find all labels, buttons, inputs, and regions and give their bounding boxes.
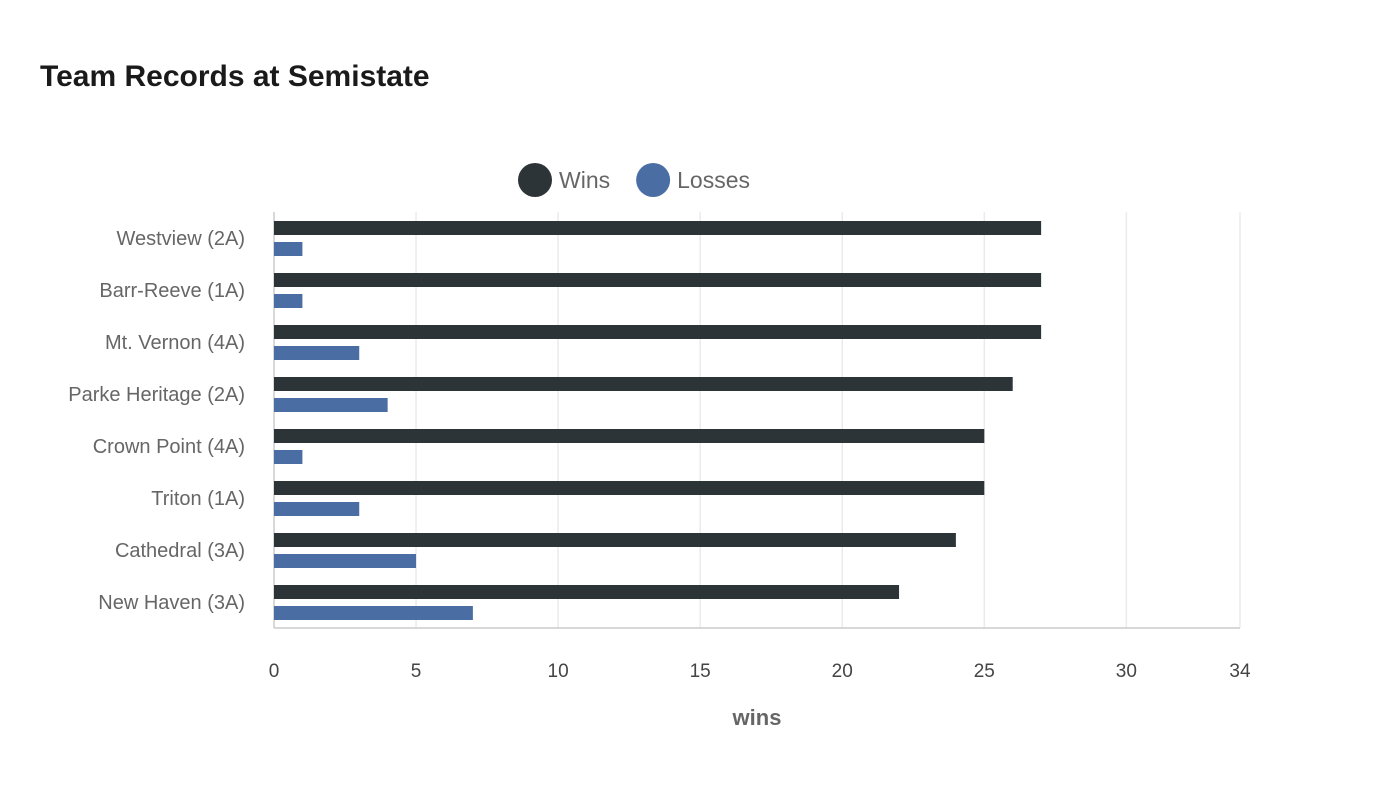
legend-label-wins: Wins [559, 167, 610, 193]
bar-losses [274, 606, 473, 620]
bar-losses [274, 554, 417, 568]
chart-title: Team Records at Semistate [40, 60, 430, 93]
legend-label-losses: Losses [677, 167, 750, 193]
x-tick-label: 5 [411, 661, 422, 682]
category-label: Barr-Reeve (1A) [99, 280, 245, 302]
category-label: New Haven (3A) [98, 592, 245, 614]
x-tick-label: 34 [1229, 661, 1251, 682]
bar-wins [274, 533, 956, 547]
bar-wins [274, 221, 1042, 235]
bar-losses [274, 242, 303, 256]
x-tick-label: 10 [548, 661, 569, 682]
category-label: Cathedral (3A) [115, 540, 245, 562]
category-label: Parke Heritage (2A) [68, 384, 245, 406]
bar-wins [274, 377, 1013, 391]
x-tick-label: 15 [690, 661, 711, 682]
bar-losses [274, 398, 388, 412]
category-label: Triton (1A) [151, 488, 245, 510]
x-tick-label: 30 [1116, 661, 1137, 682]
bar-losses [274, 294, 303, 308]
bar-wins [274, 325, 1042, 339]
category-label: Mt. Vernon (4A) [105, 332, 245, 354]
bar-wins [274, 429, 985, 443]
category-label: Crown Point (4A) [93, 436, 245, 458]
x-axis-title: wins [732, 705, 782, 730]
bar-wins [274, 585, 900, 599]
x-tick-label: 25 [974, 661, 995, 682]
x-tick-label: 20 [832, 661, 853, 682]
bar-wins [274, 481, 985, 495]
bar-losses [274, 346, 360, 360]
category-label: Westview (2A) [116, 228, 245, 250]
bar-losses [274, 450, 303, 464]
bar-wins [274, 273, 1042, 287]
bar-losses [274, 502, 360, 516]
x-tick-label: 0 [269, 661, 280, 682]
legend-marker-wins [518, 163, 552, 197]
legend-marker-losses [636, 163, 671, 197]
